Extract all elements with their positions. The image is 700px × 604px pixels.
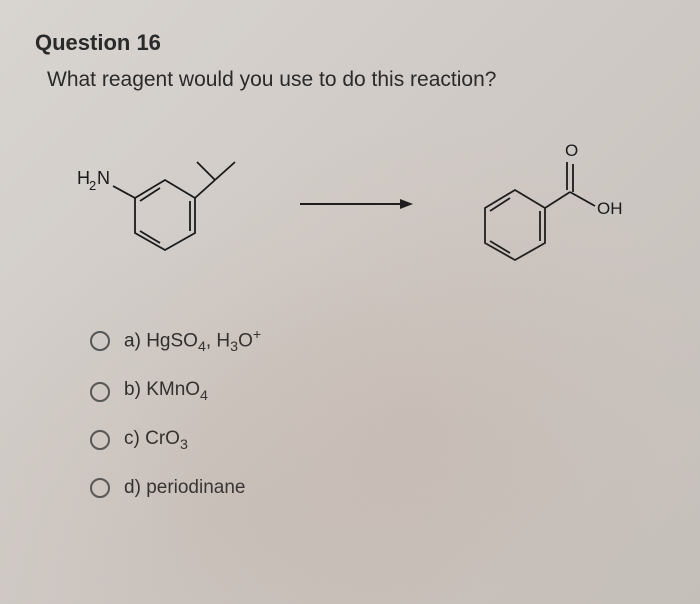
- option-d[interactable]: d) periodinane: [90, 477, 670, 499]
- option-c-label: c) CrO3: [124, 428, 188, 453]
- svg-text:N: N: [97, 168, 110, 188]
- radio-c[interactable]: [90, 430, 110, 450]
- radio-a[interactable]: [90, 331, 110, 351]
- svg-text:2: 2: [89, 178, 96, 193]
- radio-b[interactable]: [90, 382, 110, 402]
- option-a[interactable]: a) HgSO4, H3O+: [90, 327, 670, 355]
- question-number: Question 16: [35, 30, 670, 56]
- reaction-scheme: H 2 N: [75, 117, 670, 297]
- option-a-label: a) HgSO4, H3O+: [124, 327, 261, 355]
- option-b-label: b) KMnO4: [124, 379, 208, 404]
- reaction-arrow: [295, 189, 415, 226]
- product-molecule: O OH: [445, 120, 625, 295]
- option-b[interactable]: b) KMnO4: [90, 379, 670, 404]
- radio-d[interactable]: [90, 478, 110, 498]
- svg-text:OH: OH: [597, 199, 623, 218]
- question-prompt: What reagent would you use to do this re…: [47, 68, 670, 92]
- answer-options: a) HgSO4, H3O+ b) KMnO4 c) CrO3 d) perio…: [90, 327, 670, 499]
- svg-text:O: O: [565, 141, 578, 160]
- option-d-label: d) periodinane: [124, 477, 246, 499]
- option-c[interactable]: c) CrO3: [90, 428, 670, 453]
- reactant-molecule: H 2 N: [75, 120, 265, 295]
